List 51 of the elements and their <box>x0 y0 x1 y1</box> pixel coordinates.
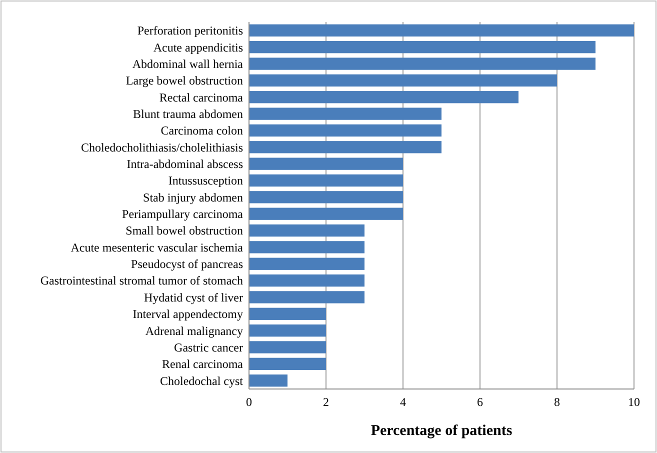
y-tick-label: Renal carcinoma <box>162 357 244 372</box>
bar <box>249 274 364 287</box>
y-tick-label: Pseudocyst of pancreas <box>131 257 244 272</box>
bar <box>249 124 442 137</box>
y-tick-label: Gastric cancer <box>174 340 244 354</box>
x-tick-label: 10 <box>628 395 640 409</box>
x-tick-label: 2 <box>323 395 329 409</box>
x-tick-label: 4 <box>400 395 406 409</box>
bar <box>249 208 403 220</box>
y-tick-label: Hydatid cyst of liver <box>144 290 243 304</box>
y-tick-label: Adrenal malignancy <box>145 324 243 338</box>
y-tick-label: Periampullary carcinoma <box>122 207 244 222</box>
y-tick-label: Choledocholithiasis/cholelithiasis <box>81 140 244 154</box>
y-tick-label: Gastrointestinal stromal tumor of stomach <box>40 274 243 288</box>
y-tick-label: Acute appendicitis <box>153 40 244 54</box>
bar <box>249 224 364 237</box>
y-tick-label: Carcinoma colon <box>160 124 243 138</box>
bar <box>249 241 364 254</box>
bar <box>249 108 442 120</box>
bar <box>249 74 557 87</box>
bar <box>249 141 442 154</box>
y-tick-label: Stab injury abdomen <box>143 190 243 204</box>
bar <box>249 91 518 104</box>
y-tick-label: Rectal carcinoma <box>159 90 244 104</box>
bar <box>249 291 364 304</box>
bar <box>249 341 326 354</box>
bar <box>249 24 634 37</box>
y-tick-label: Perforation peritonitis <box>137 24 244 38</box>
bar <box>249 258 364 270</box>
x-tick-label: 8 <box>554 395 560 409</box>
y-tick-label: Small bowel obstruction <box>126 224 243 238</box>
y-tick-label: Large bowel obstruction <box>126 74 243 88</box>
y-tick-label: Intussusception <box>168 174 243 188</box>
bar <box>249 158 403 170</box>
bar <box>249 358 326 370</box>
x-tick-label: 0 <box>246 395 252 409</box>
bar <box>249 41 596 54</box>
bar <box>249 308 326 320</box>
y-tick-label: Acute mesenteric vascular ischemia <box>70 240 244 254</box>
y-tick-label: Abdominal wall hernia <box>132 56 244 71</box>
bar <box>249 374 288 387</box>
bar <box>249 191 403 204</box>
y-tick-label: Blunt trauma abdomen <box>133 106 243 121</box>
y-tick-label: Intra-abdominal abscess <box>126 157 244 172</box>
y-tick-label: Interval appendectomy <box>132 307 243 322</box>
bar <box>249 324 326 337</box>
y-tick-label: Choledochal cyst <box>160 374 244 388</box>
x-axis-title: Percentage of patients <box>370 423 512 439</box>
bar <box>249 58 596 70</box>
x-tick-label: 6 <box>477 395 483 409</box>
bar <box>249 174 403 187</box>
